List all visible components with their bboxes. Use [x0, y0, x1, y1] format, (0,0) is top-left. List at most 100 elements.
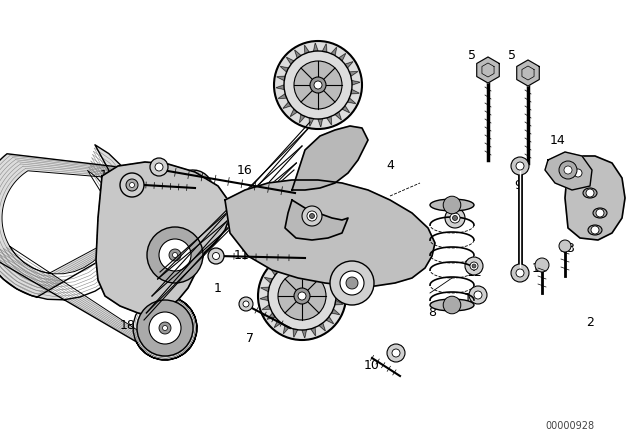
Circle shape [274, 41, 362, 129]
Ellipse shape [571, 168, 585, 178]
Polygon shape [342, 106, 349, 113]
Text: 5: 5 [508, 48, 516, 61]
Text: 14: 14 [550, 134, 566, 146]
Circle shape [126, 179, 138, 191]
Polygon shape [545, 152, 592, 190]
Circle shape [212, 253, 220, 259]
Polygon shape [2, 171, 200, 273]
Circle shape [284, 51, 352, 119]
Text: 13: 13 [532, 262, 548, 275]
Polygon shape [302, 330, 307, 338]
Polygon shape [276, 85, 284, 90]
Polygon shape [287, 57, 294, 65]
Text: 10: 10 [364, 358, 380, 371]
Text: 11: 11 [234, 249, 250, 262]
Circle shape [208, 248, 224, 264]
Circle shape [243, 301, 249, 307]
Circle shape [465, 257, 483, 275]
Circle shape [314, 81, 322, 89]
Circle shape [294, 288, 310, 304]
Circle shape [268, 262, 336, 330]
Circle shape [258, 252, 346, 340]
Polygon shape [267, 313, 275, 319]
Circle shape [129, 182, 134, 188]
Polygon shape [0, 145, 197, 360]
Circle shape [163, 326, 168, 331]
Circle shape [445, 208, 465, 228]
Circle shape [159, 322, 171, 334]
Circle shape [591, 226, 599, 234]
Text: 3: 3 [566, 241, 574, 254]
Polygon shape [277, 76, 285, 81]
Circle shape [294, 61, 342, 109]
Circle shape [150, 158, 168, 176]
Circle shape [392, 349, 400, 357]
Circle shape [452, 215, 458, 220]
Polygon shape [225, 180, 435, 286]
Polygon shape [275, 320, 282, 327]
Circle shape [559, 240, 571, 252]
Circle shape [443, 296, 461, 314]
Polygon shape [262, 305, 271, 310]
Polygon shape [283, 102, 291, 108]
Polygon shape [298, 254, 302, 262]
Circle shape [387, 344, 405, 362]
Polygon shape [326, 317, 333, 324]
Polygon shape [332, 309, 340, 314]
Text: 16: 16 [237, 164, 253, 177]
Text: 15: 15 [322, 134, 338, 146]
Polygon shape [278, 261, 285, 269]
Circle shape [330, 261, 374, 305]
Text: 8: 8 [428, 306, 436, 319]
Polygon shape [314, 43, 318, 51]
Polygon shape [319, 323, 325, 331]
Text: 18: 18 [120, 319, 136, 332]
Ellipse shape [588, 225, 602, 235]
Circle shape [137, 300, 193, 356]
Circle shape [516, 269, 524, 277]
Polygon shape [294, 50, 301, 58]
Polygon shape [0, 154, 213, 297]
Circle shape [450, 213, 460, 223]
Circle shape [147, 227, 203, 283]
Text: 17: 17 [100, 168, 116, 181]
Text: 4: 4 [386, 159, 394, 172]
Circle shape [155, 163, 163, 171]
Circle shape [516, 162, 524, 170]
Circle shape [307, 211, 317, 221]
Text: 9: 9 [514, 178, 522, 191]
Text: 12: 12 [467, 266, 483, 279]
Text: 7: 7 [246, 332, 254, 345]
Circle shape [574, 169, 582, 177]
Circle shape [511, 157, 529, 175]
Polygon shape [348, 98, 356, 103]
Text: 2: 2 [586, 315, 594, 328]
Polygon shape [336, 292, 344, 296]
Polygon shape [315, 258, 321, 267]
Circle shape [586, 189, 594, 197]
Ellipse shape [430, 299, 474, 311]
Polygon shape [307, 255, 311, 263]
Ellipse shape [430, 199, 474, 211]
Polygon shape [351, 90, 359, 94]
Circle shape [511, 264, 529, 282]
Circle shape [470, 262, 478, 270]
Circle shape [169, 249, 181, 261]
Polygon shape [264, 277, 273, 283]
Circle shape [310, 214, 314, 219]
Circle shape [340, 271, 364, 295]
Text: 5: 5 [468, 48, 476, 61]
Circle shape [472, 264, 476, 268]
Ellipse shape [593, 208, 607, 218]
Polygon shape [305, 45, 309, 54]
Circle shape [159, 239, 191, 271]
Text: 19: 19 [172, 246, 188, 258]
Polygon shape [331, 47, 337, 56]
Circle shape [173, 253, 177, 258]
Text: 6: 6 [304, 302, 312, 314]
Polygon shape [318, 119, 323, 127]
Polygon shape [323, 44, 327, 52]
Polygon shape [323, 264, 330, 272]
Polygon shape [293, 329, 298, 337]
Polygon shape [311, 327, 316, 336]
